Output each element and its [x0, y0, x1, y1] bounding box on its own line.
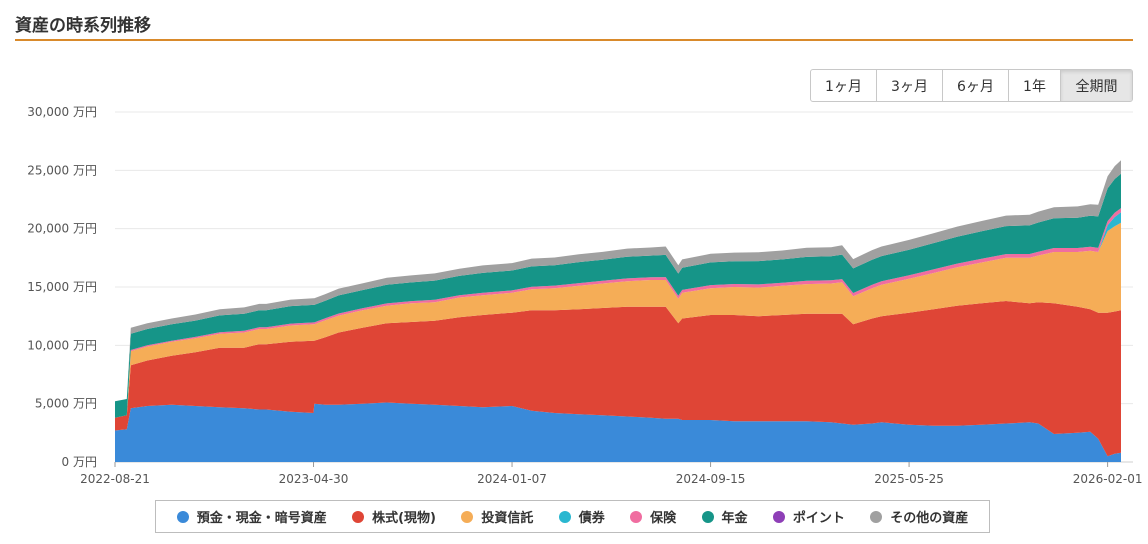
legend-label: 投資信託	[481, 511, 534, 526]
legend-item-bonds[interactable]: 債券	[558, 507, 605, 526]
x-tick-label: 2023-04-30	[279, 472, 349, 486]
legend-label: 保険	[650, 511, 677, 526]
x-tick-label: 2024-01-07	[477, 472, 547, 486]
series-area-1[interactable]	[115, 301, 1121, 457]
period-selector: 1ヶ月 3ヶ月 6ヶ月 1年 全期間	[810, 69, 1133, 102]
series-area-0[interactable]	[115, 402, 1121, 463]
legend-swatch	[870, 510, 883, 523]
legend-swatch	[461, 510, 474, 523]
legend-swatch	[176, 510, 189, 523]
title-divider	[15, 39, 1133, 41]
y-tick-label: 10,000 万円	[27, 338, 97, 352]
legend-label: 債券	[578, 511, 605, 526]
range-button-6m[interactable]: 6ヶ月	[943, 70, 1009, 101]
y-tick-label: 20,000 万円	[27, 222, 97, 236]
page-title: 資産の時系列推移	[15, 16, 151, 36]
legend-item-stocks[interactable]: 株式(現物)	[352, 507, 436, 526]
legend-label: ポイント	[792, 511, 845, 526]
legend-label: 株式(現物)	[372, 511, 436, 526]
legend-item-funds[interactable]: 投資信託	[461, 507, 533, 526]
chart-legend: 預金・現金・暗号資産 株式(現物) 投資信託 債券 保険 年金 ポイント その他…	[155, 500, 990, 533]
x-tick-label: 2026-02-01	[1073, 472, 1143, 486]
range-button-1m[interactable]: 1ヶ月	[811, 70, 877, 101]
range-button-3m[interactable]: 3ヶ月	[877, 70, 943, 101]
legend-label: 預金・現金・暗号資産	[196, 511, 327, 526]
y-tick-label: 30,000 万円	[27, 105, 97, 119]
legend-swatch	[558, 510, 571, 523]
legend-swatch	[352, 510, 365, 523]
range-button-all[interactable]: 全期間	[1061, 70, 1132, 101]
range-button-1y[interactable]: 1年	[1009, 70, 1061, 101]
legend-swatch	[630, 510, 643, 523]
x-tick-label: 2025-05-25	[874, 472, 944, 486]
legend-item-deposits[interactable]: 預金・現金・暗号資産	[176, 507, 327, 526]
legend-item-other[interactable]: その他の資産	[870, 507, 968, 526]
legend-swatch	[701, 510, 714, 523]
y-tick-label: 0 万円	[62, 455, 97, 469]
x-tick-label: 2024-09-15	[676, 472, 746, 486]
y-tick-label: 15,000 万円	[27, 280, 97, 294]
legend-item-points[interactable]: ポイント	[772, 507, 845, 526]
legend-item-pension[interactable]: 年金	[701, 507, 748, 526]
asset-area-chart: 0 万円 5,000 万円 10,000 万円 15,000 万円 20,000 万円 2…	[27, 105, 1143, 486]
y-tick-label: 25,000 万円	[27, 163, 97, 177]
y-tick-label: 5,000 万円	[35, 397, 97, 411]
legend-label: その他の資産	[890, 511, 969, 526]
x-tick-label: 2022-08-21	[80, 472, 150, 486]
legend-label: 年金	[721, 511, 748, 526]
legend-swatch	[772, 510, 785, 523]
legend-item-insurance[interactable]: 保険	[630, 507, 676, 526]
